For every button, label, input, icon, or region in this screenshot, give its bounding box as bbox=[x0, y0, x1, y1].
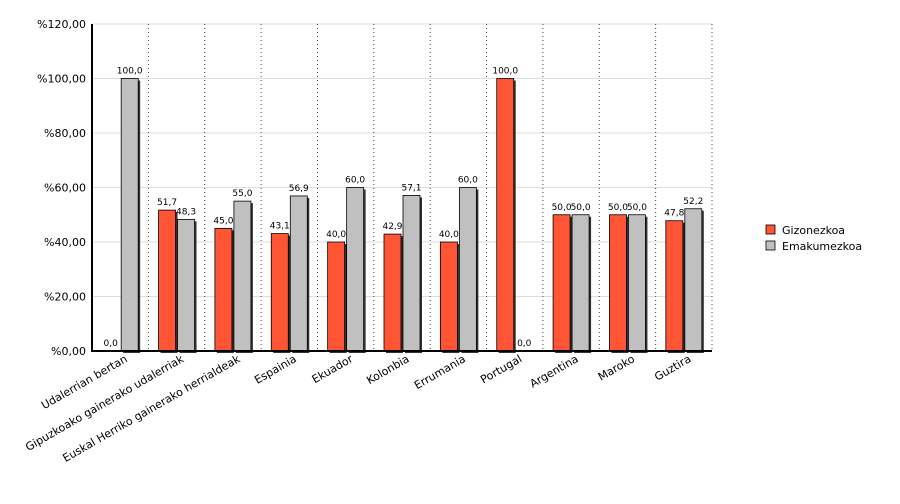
bar bbox=[571, 214, 590, 352]
bar bbox=[289, 195, 308, 352]
bar bbox=[177, 218, 195, 352]
bar bbox=[233, 200, 252, 352]
y-tick-label: %80,00 bbox=[44, 127, 86, 140]
x-tick-label: Guztira bbox=[652, 352, 693, 383]
value-label: 60,0 bbox=[458, 176, 478, 186]
x-tick-label: Kolonbia bbox=[364, 352, 411, 387]
bar bbox=[270, 233, 289, 352]
value-label: 43,1 bbox=[270, 222, 290, 232]
y-tick-label: %20,00 bbox=[44, 291, 86, 304]
value-label: 56,9 bbox=[289, 184, 309, 194]
value-label: 57,1 bbox=[401, 183, 421, 193]
bar bbox=[346, 187, 365, 352]
value-label: 40,0 bbox=[326, 230, 346, 240]
legend-label: Emakumezkoa bbox=[782, 240, 862, 253]
value-label: 60,0 bbox=[345, 176, 365, 186]
y-tick-label: %100,00 bbox=[37, 73, 86, 86]
value-label: 50,0 bbox=[627, 203, 647, 213]
value-label: 0,0 bbox=[517, 339, 532, 349]
x-tick-label: Errumania bbox=[412, 352, 468, 392]
bar bbox=[214, 227, 233, 352]
bar bbox=[496, 78, 515, 352]
value-label: 100,0 bbox=[492, 67, 518, 77]
value-label: 0,0 bbox=[104, 339, 119, 349]
bar bbox=[120, 78, 139, 352]
value-label: 100,0 bbox=[117, 67, 143, 77]
value-label: 50,0 bbox=[608, 203, 628, 213]
y-tick-label: %120,00 bbox=[37, 18, 86, 31]
legend-swatch bbox=[765, 224, 776, 235]
bar bbox=[158, 209, 176, 352]
bar bbox=[665, 220, 684, 352]
legend-swatch bbox=[765, 240, 776, 251]
value-label: 45,0 bbox=[213, 216, 233, 226]
x-tick-label: Maroko bbox=[596, 352, 637, 383]
value-label: 48,3 bbox=[176, 207, 196, 217]
bar bbox=[439, 241, 458, 352]
value-label: 50,0 bbox=[571, 203, 591, 213]
bar bbox=[383, 233, 402, 352]
bar bbox=[552, 214, 571, 352]
x-tick-label: Ekuador bbox=[310, 352, 356, 386]
value-label: 40,0 bbox=[439, 230, 459, 240]
value-label: 50,0 bbox=[552, 203, 572, 213]
bar bbox=[684, 208, 703, 352]
value-label: 51,7 bbox=[157, 198, 177, 208]
x-tick-label: Argentina bbox=[528, 352, 581, 390]
value-label: 55,0 bbox=[232, 189, 252, 199]
value-label: 42,9 bbox=[382, 222, 402, 232]
bar bbox=[458, 187, 477, 352]
bar bbox=[327, 241, 346, 352]
y-tick-label: %40,00 bbox=[44, 236, 86, 249]
x-tick-label: Portugal bbox=[478, 352, 524, 386]
value-label: 52,2 bbox=[683, 197, 703, 207]
x-tick-label: Espainia bbox=[252, 352, 299, 386]
y-tick-label: %0,00 bbox=[51, 345, 86, 358]
legend-label: Gizonezkoa bbox=[782, 224, 845, 237]
value-label: 47,8 bbox=[664, 209, 684, 219]
y-tick-label: %60,00 bbox=[44, 182, 86, 195]
bar bbox=[609, 214, 627, 352]
bar bbox=[628, 214, 646, 352]
bar bbox=[402, 195, 421, 352]
